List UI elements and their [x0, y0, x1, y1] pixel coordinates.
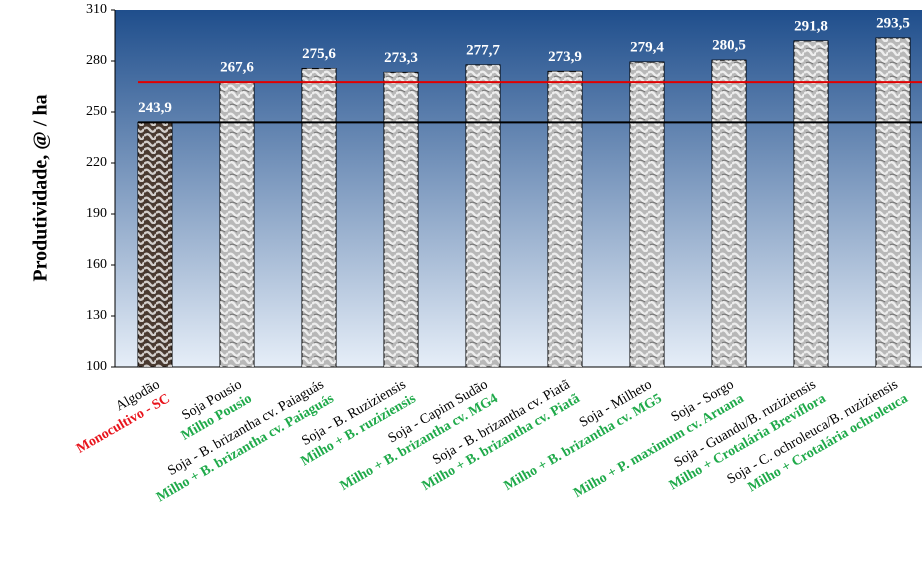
value-label: 273,9: [548, 49, 582, 65]
y-tick-label: 310: [86, 2, 107, 17]
y-tick-label: 250: [86, 104, 107, 119]
bar: [383, 71, 419, 368]
bar: [219, 81, 255, 368]
bar: [629, 61, 665, 368]
value-label: 275,6: [302, 46, 336, 62]
y-tick-label: 280: [86, 53, 107, 68]
bar: [875, 37, 911, 368]
value-label: 267,6: [220, 60, 254, 76]
value-label: 291,8: [794, 18, 828, 34]
y-tick-label: 160: [86, 257, 107, 272]
value-label: 293,5: [876, 15, 910, 31]
value-label: 277,7: [466, 42, 500, 58]
y-tick-label: 130: [86, 308, 107, 323]
y-tick-label: 190: [86, 206, 107, 221]
value-label: 280,5: [712, 38, 746, 54]
bar: [137, 121, 173, 368]
value-label: 279,4: [630, 39, 664, 55]
value-label: 273,3: [384, 50, 418, 66]
y-tick-label: 220: [86, 155, 107, 170]
y-tick-label: 100: [86, 359, 107, 374]
bar: [547, 70, 583, 368]
bar: [301, 67, 337, 368]
value-label: 243,9: [138, 100, 172, 116]
bar: [711, 59, 747, 368]
bar: [793, 40, 829, 368]
y-axis-title: Produtividade, @ / ha: [30, 94, 52, 281]
bar: [465, 64, 501, 368]
